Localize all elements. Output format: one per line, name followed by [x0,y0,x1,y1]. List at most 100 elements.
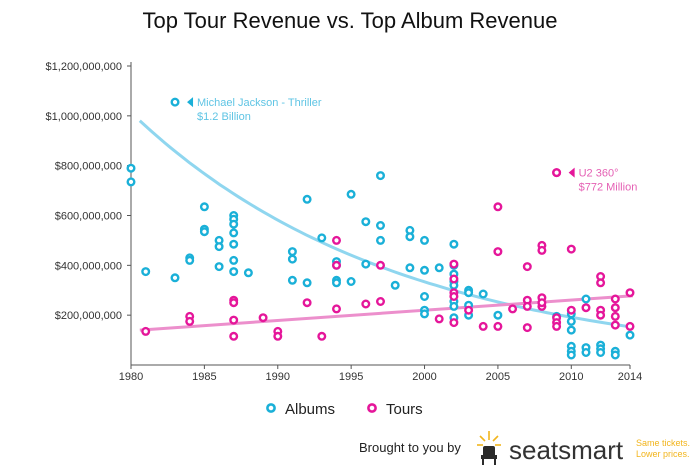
tour-point [610,294,620,304]
x-tick-label: 1990 [266,371,290,383]
album-point [214,242,224,252]
y-tick-label: $1,200,000,000 [46,61,122,73]
x-tick-label: 2014 [618,371,642,383]
album-point [610,350,620,360]
tour-point [493,321,503,331]
seat-logo-icon [477,431,501,465]
brought-to-you-text: Brought to you by [359,440,461,455]
album-point [243,268,253,278]
album-point [287,247,297,257]
tour-point [625,288,635,298]
annotation-label: $772 Million [579,182,638,194]
album-point [434,263,444,273]
album-point [287,275,297,285]
annotation-label: Michael Jackson - Thriller [197,97,322,109]
tour-point [610,303,620,313]
album-point [229,267,239,277]
album-point [376,235,386,245]
album-point [229,219,239,229]
x-tick-label: 2000 [412,371,436,383]
tour-point [332,304,342,314]
tour-point [522,301,532,311]
tour-point [229,331,239,341]
tour-point [596,278,606,288]
album-point [596,348,606,358]
tour-point [464,305,474,315]
legend-label-albums: Albums [285,401,335,418]
album-point [361,259,371,269]
album-point [581,294,591,304]
album-point [625,330,635,340]
album-point [449,239,459,249]
tour-point [302,298,312,308]
annotation-label: $1.2 Billion [197,111,251,123]
album-point [449,301,459,311]
legend-label-tours: Tours [386,401,423,418]
data-points [126,163,635,360]
y-tick-label: $200,000,000 [55,310,122,322]
tour-point [552,321,562,331]
album-point [420,265,430,275]
tour-point [537,298,547,308]
tour-point [522,323,532,333]
tour-point [376,260,386,270]
y-tick-label: $600,000,000 [55,211,122,223]
album-point [199,202,209,212]
tour-point [508,304,518,314]
album-point [493,310,503,320]
album-point [199,227,209,237]
trendline-tours [139,294,634,332]
legend-marker-tours [367,403,377,413]
tour-point [449,274,459,284]
y-tick-label: $1,000,000,000 [46,111,122,123]
album-point [566,316,576,326]
axes: $200,000,000 $400,000,000 $600,000,000 $800… [46,61,643,383]
album-point [214,262,224,272]
tour-point [317,331,327,341]
album-point [405,263,415,273]
annotation-pointer-icon [187,97,194,108]
tour-point [537,245,547,255]
annotation-pointer-icon [568,167,575,178]
tour-point [185,316,195,326]
annotations: Michael Jackson - Thriller $1.2 Billion U2… [170,97,638,194]
x-tick-label: 1995 [339,371,363,383]
brand-tagline-line-1: Same tickets. [636,438,690,448]
album-point [566,325,576,335]
tour-point [478,321,488,331]
series-albums [126,163,635,360]
x-tick-label: 2005 [486,371,510,383]
album-point [346,277,356,287]
legend-marker-albums [266,403,276,413]
footer: Brought to you by seatsmart Same tickets… [359,431,690,465]
tour-point [596,310,606,320]
album-point [390,280,400,290]
album-point [185,255,195,265]
x-tick-label: 2010 [559,371,583,383]
brand-name: seatsmart [509,435,624,465]
tour-point [449,259,459,269]
y-tick-label: $400,000,000 [55,260,122,272]
brand-tagline-line-2: Lower prices. [636,449,690,459]
album-point [376,171,386,181]
y-tick-label: $800,000,000 [55,161,122,173]
legend: Albums Tours [266,401,423,418]
tour-point [610,311,620,321]
album-point [566,350,576,360]
tour-point [566,244,576,254]
album-point [361,217,371,227]
tour-point [566,305,576,315]
x-tick-label: 1985 [192,371,216,383]
album-point [302,278,312,288]
album-point [420,309,430,319]
album-point [332,278,342,288]
album-point [287,254,297,264]
album-point [229,239,239,249]
chart-title: Top Tour Revenue vs. Top Album Revenue [142,8,557,33]
tour-point [229,315,239,325]
tour-point [493,202,503,212]
tour-point [449,292,459,302]
tour-point [581,303,591,313]
tour-point [434,314,444,324]
